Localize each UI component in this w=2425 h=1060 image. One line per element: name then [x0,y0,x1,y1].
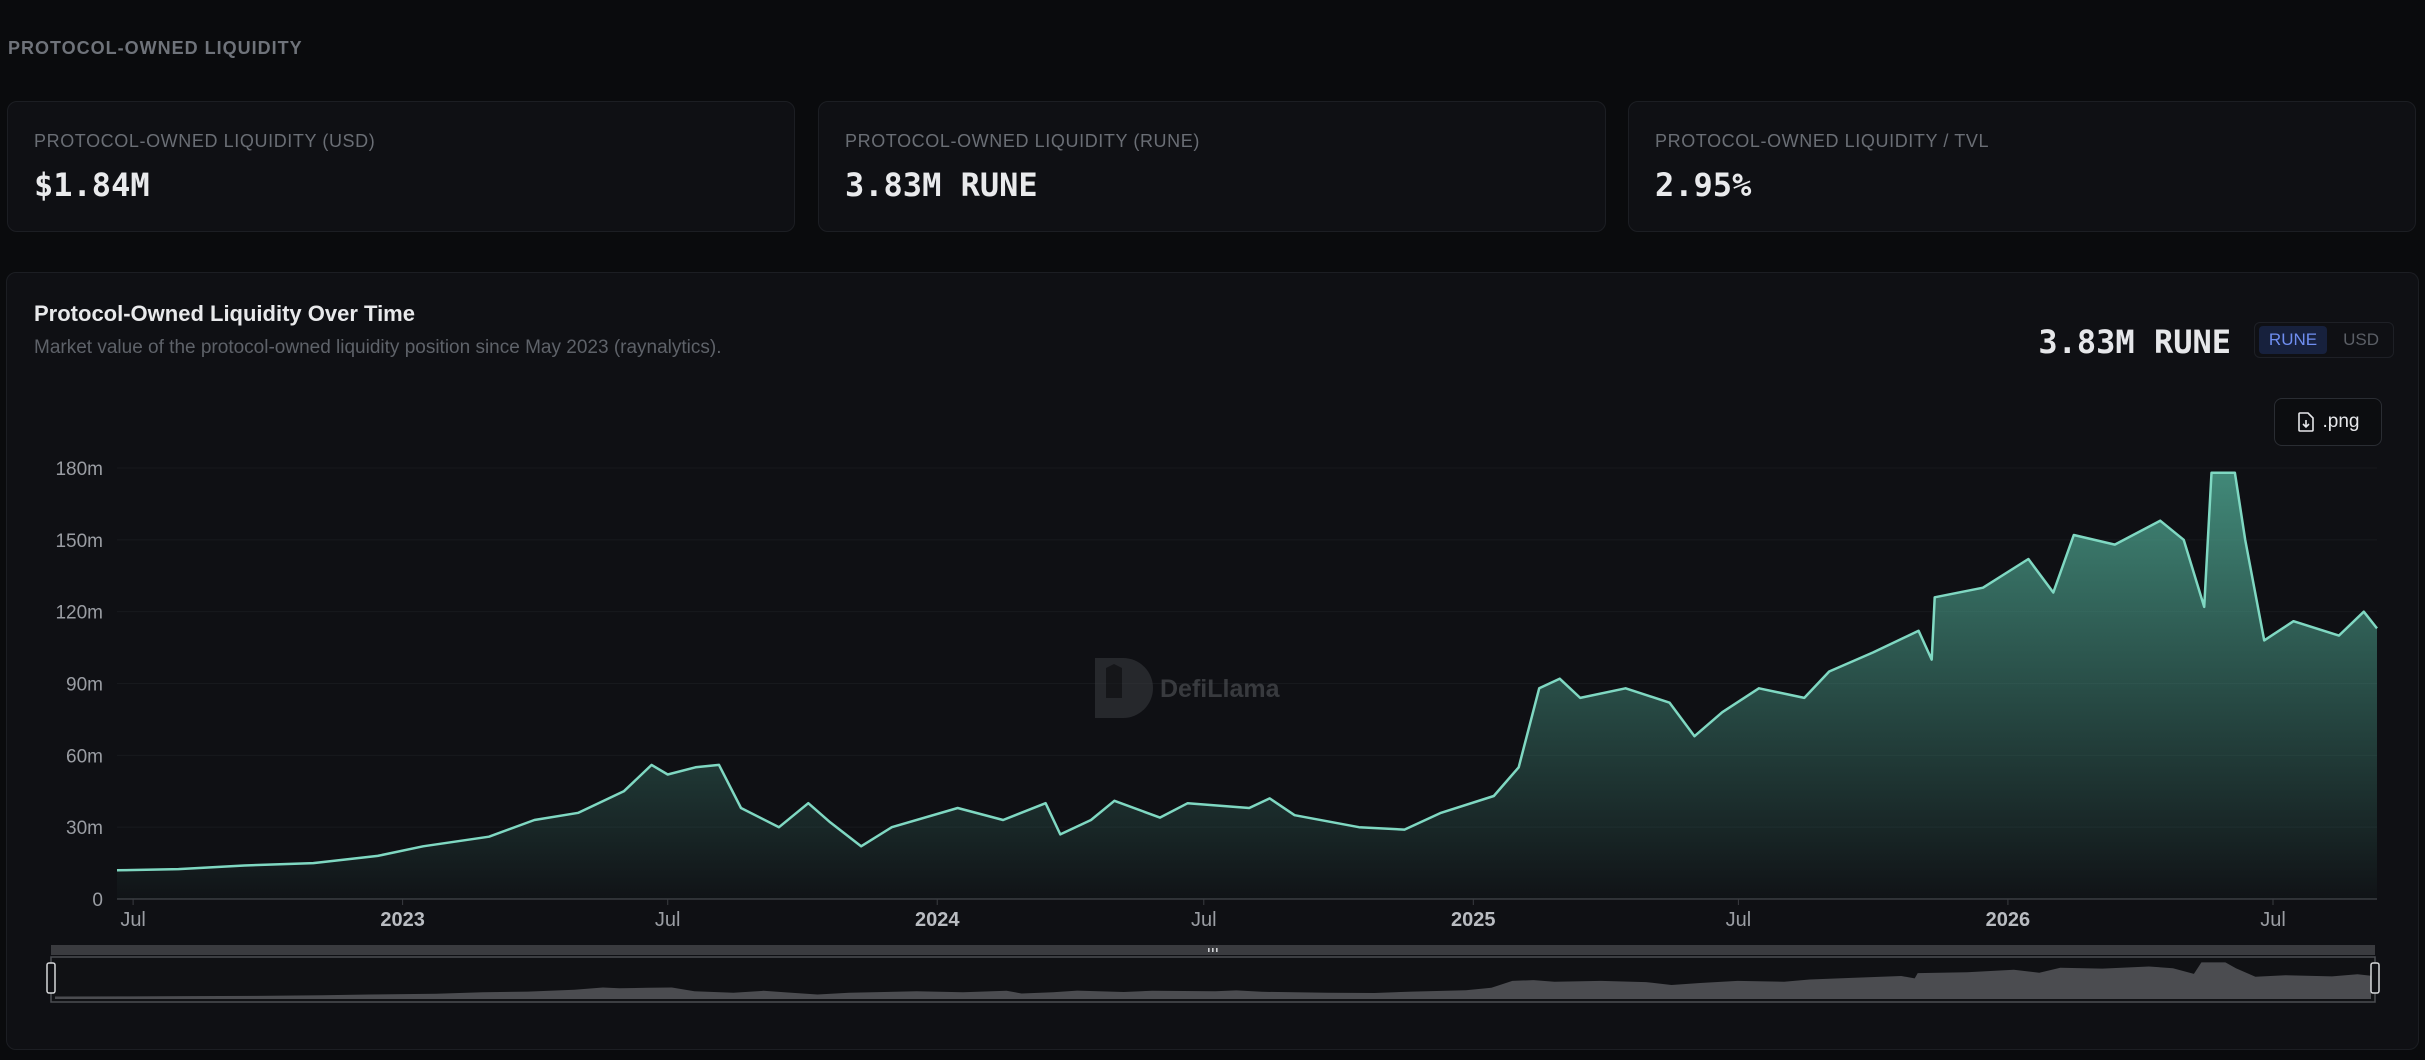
card-label: PROTOCOL-OWNED LIQUIDITY (USD) [34,131,376,151]
y-tick-label: 0 [92,890,103,911]
y-tick-label: 60m [66,746,103,767]
file-download-icon [2297,412,2314,432]
export-png-button[interactable]: .png [2274,398,2382,446]
card-value: 3.83M RUNE [845,166,1038,204]
x-tick-label: Jul [2260,909,2286,931]
usd-liquidity-card: PROTOCOL-OWNED LIQUIDITY (USD) $1.84M [7,101,795,232]
chart-title: Protocol-Owned Liquidity Over Time [34,301,415,326]
navigator-right-handle[interactable] [2370,962,2380,994]
x-tick-label: Jul [655,909,681,931]
unit-toggle: RUNE USD [2253,322,2394,358]
section-title: PROTOCOL-OWNED LIQUIDITY [8,38,303,58]
defillama-logo-icon: DefiLlama [1095,658,1281,718]
series-line [116,471,2378,872]
y-tick-label: 180m [55,459,103,480]
tvl-ratio-card: PROTOCOL-OWNED LIQUIDITY / TVL 2.95% [1628,101,2416,232]
navigator-grip-icon [1208,948,1218,952]
x-tick-label: Jul [1726,909,1752,931]
x-tick-label: 2024 [915,909,960,931]
x-tick-label: Jul [120,909,146,931]
headline-value: 3.83M RUNE [2038,323,2231,361]
navigator-left-handle[interactable] [46,962,56,994]
card-value: $1.84M [34,166,150,204]
series-area [117,472,2377,899]
card-label: PROTOCOL-OWNED LIQUIDITY (RUNE) [845,131,1200,151]
navigator-series-area [55,962,2371,999]
x-tick-label: 2025 [1451,909,1496,931]
chart-subtitle: Market value of the protocol-owned liqui… [34,337,722,358]
zoom-navigator[interactable] [46,945,2380,1003]
y-tick-label: 90m [66,675,103,696]
rune-liquidity-card: PROTOCOL-OWNED LIQUIDITY (RUNE) 3.83M RU… [818,101,1606,232]
y-tick-label: 120m [55,603,103,624]
card-label: PROTOCOL-OWNED LIQUIDITY / TVL [1655,131,1990,151]
export-label: .png [2322,411,2360,432]
toggle-rune[interactable]: RUNE [2258,326,2328,354]
y-tick-label: 150m [55,531,103,552]
toggle-usd[interactable]: USD [2343,330,2379,349]
watermark-text: DefiLlama [1160,675,1281,703]
y-tick-label: 30m [66,818,103,839]
card-value: 2.95% [1655,166,1752,204]
x-tick-label: Jul [1191,909,1217,931]
x-tick-label: 2026 [1986,909,2031,931]
x-tick-label: 2023 [380,909,425,931]
